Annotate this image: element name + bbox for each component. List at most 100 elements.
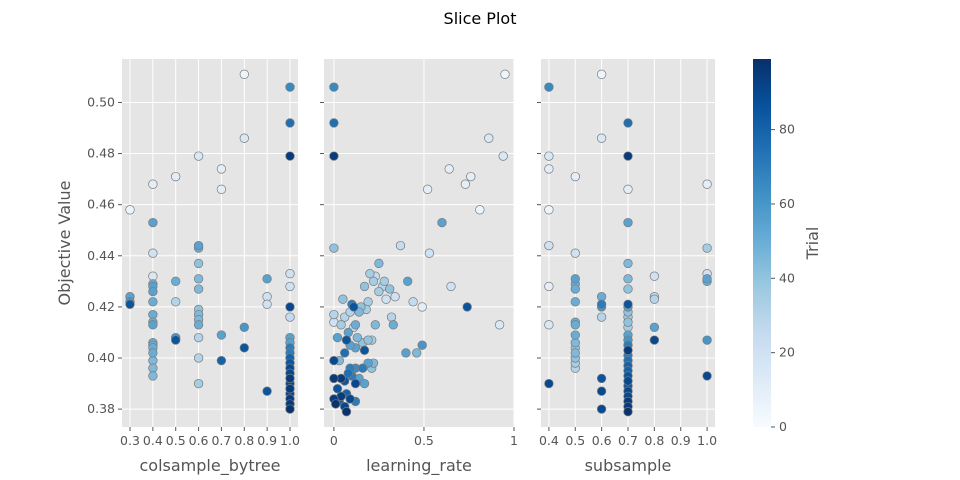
- trial-point: [462, 302, 472, 312]
- x-axis-label: colsample_bytree: [139, 456, 280, 476]
- trial-point: [623, 217, 633, 228]
- x-tick-label: 0.7: [211, 433, 231, 448]
- trial-point: [484, 133, 494, 143]
- trial-point: [381, 294, 391, 304]
- trial-point: [216, 330, 227, 340]
- trial-point: [216, 184, 227, 194]
- x-tick-label: 0.8: [234, 433, 254, 448]
- trial-point: [329, 355, 339, 366]
- trial-point: [623, 284, 633, 294]
- trial-point: [596, 299, 607, 309]
- trial-point: [340, 348, 350, 358]
- trial-point: [148, 348, 158, 358]
- trial-point: [422, 184, 433, 194]
- trial-point: [544, 151, 554, 161]
- trial-point: [148, 217, 158, 228]
- x-tick-label: 1: [510, 433, 518, 448]
- y-axis-label: Objective Value: [55, 181, 74, 306]
- x-tick-label: 0.5: [414, 433, 434, 448]
- trial-point: [148, 248, 158, 258]
- trial-point: [262, 299, 272, 309]
- trial-point: [193, 151, 204, 161]
- x-axis-label: subsample: [585, 456, 672, 475]
- y-tick-label: 0.38: [87, 401, 115, 416]
- trial-point: [148, 363, 158, 373]
- chart-title: Slice Plot: [444, 9, 517, 28]
- trial-point: [239, 69, 249, 79]
- trial-point: [148, 297, 158, 307]
- trial-point: [570, 338, 580, 348]
- trial-point: [401, 348, 411, 358]
- trial-point: [125, 299, 135, 309]
- trial-point: [412, 348, 422, 358]
- trial-point: [570, 297, 580, 307]
- trial-point: [332, 332, 343, 343]
- trial-point: [596, 386, 607, 396]
- trial-point: [148, 320, 158, 330]
- trial-point: [285, 118, 295, 128]
- trial-point: [623, 151, 633, 161]
- trial-point: [363, 297, 373, 307]
- trial-point: [285, 404, 295, 414]
- trial-point: [193, 284, 204, 294]
- trial-point: [544, 205, 554, 215]
- trial-point: [386, 312, 397, 322]
- trial-point: [352, 332, 362, 343]
- trial-point: [193, 274, 204, 284]
- trial-point: [193, 258, 204, 269]
- trial-point: [460, 179, 471, 189]
- y-tick-label: 0.42: [87, 299, 115, 314]
- trial-point: [570, 320, 580, 330]
- trial-point: [338, 294, 348, 304]
- y-tick-label: 0.48: [87, 146, 115, 161]
- trial-point: [623, 258, 633, 269]
- x-tick-label: 0.5: [166, 433, 186, 448]
- trial-point: [544, 240, 554, 251]
- x-tick-label: 0.6: [189, 433, 209, 448]
- trial-point: [285, 151, 295, 161]
- trial-point: [374, 258, 384, 269]
- trial-point: [544, 164, 554, 174]
- trial-point: [148, 286, 158, 297]
- y-tick-label: 0.40: [87, 350, 115, 365]
- x-tick-label: 1.0: [280, 433, 300, 448]
- trial-point: [148, 179, 158, 189]
- trial-point: [379, 276, 389, 286]
- x-tick-label: 0.9: [671, 433, 691, 448]
- trial-point: [285, 82, 295, 92]
- panel-learning_rate: 0 0.5 1 learning_rate: [320, 59, 518, 476]
- trial-point: [285, 269, 295, 279]
- colorbar-tick-label: 40: [779, 270, 795, 285]
- trial-point: [359, 378, 370, 389]
- colorbar-tick-label: 20: [779, 345, 795, 360]
- trial-point: [649, 335, 660, 345]
- trial-point: [285, 373, 295, 384]
- trial-point: [570, 248, 580, 258]
- trial-point: [437, 217, 447, 228]
- trial-point: [329, 118, 339, 128]
- x-tick-label: 0.4: [143, 433, 163, 448]
- x-axis-label: learning_rate: [366, 456, 472, 476]
- trial-point: [494, 320, 505, 330]
- panels-layer: 0.380.400.420.440.460.480.500.3 0.4 0.5 0.6…: [87, 59, 717, 476]
- x-tick-label: 0.3: [120, 433, 140, 448]
- trial-point: [623, 345, 633, 355]
- x-tick-label: 0.4: [539, 433, 559, 448]
- trial-point: [262, 386, 272, 396]
- colorbar-label: Trial: [803, 227, 822, 261]
- trial-point: [395, 240, 406, 251]
- trial-point: [466, 171, 476, 182]
- trial-point: [570, 348, 580, 358]
- trial-point: [649, 271, 660, 281]
- trial-point: [343, 368, 353, 378]
- trial-point: [374, 286, 384, 297]
- trial-point: [193, 353, 204, 363]
- x-tick-label: 0.7: [618, 433, 638, 448]
- trial-point: [365, 269, 375, 279]
- trial-point: [331, 399, 341, 409]
- trial-point: [596, 133, 607, 143]
- trial-point: [570, 330, 580, 340]
- trial-point: [349, 302, 359, 312]
- trial-point: [446, 281, 456, 292]
